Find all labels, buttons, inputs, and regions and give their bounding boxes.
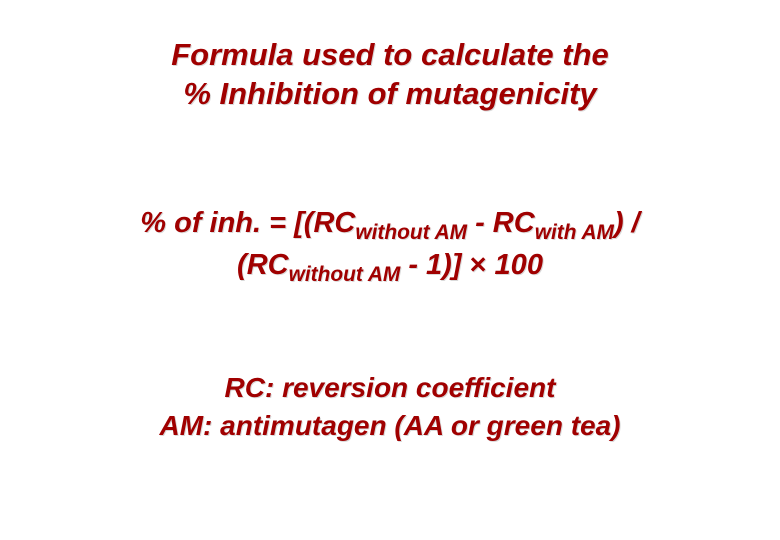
title-line-2: % Inhibition of mutagenicity [183,76,596,111]
slide-title: Formula used to calculate the % Inhibiti… [40,36,740,114]
formula-sub-without-am-2: without AM [289,263,401,286]
formula-end-1: ) / [614,207,640,239]
slide: Formula used to calculate the % Inhibiti… [0,0,780,540]
title-line-1: Formula used to calculate the [171,37,609,72]
formula-line2-mid: - 1)] [400,249,469,281]
legend-block: RC: reversion coefficient AM: antimutage… [40,369,740,445]
formula-line2-start: (RC [237,249,289,281]
formula-lhs: % of inh. = [(RC [140,207,355,239]
formula-block: % of inh. = [(RCwithout AM - RCwith AM) … [40,204,740,290]
formula-hundred: 100 [487,249,543,281]
formula-mid-1: - RC [467,207,535,239]
formula-sub-without-am-1: without AM [355,220,467,243]
formula-multiply-sign: × [470,249,487,281]
legend-line-1: RC: reversion coefficient [225,372,556,403]
formula-sub-with-am: with AM [535,220,614,243]
legend-line-2: AM: antimutagen (AA or green tea) [160,410,621,441]
